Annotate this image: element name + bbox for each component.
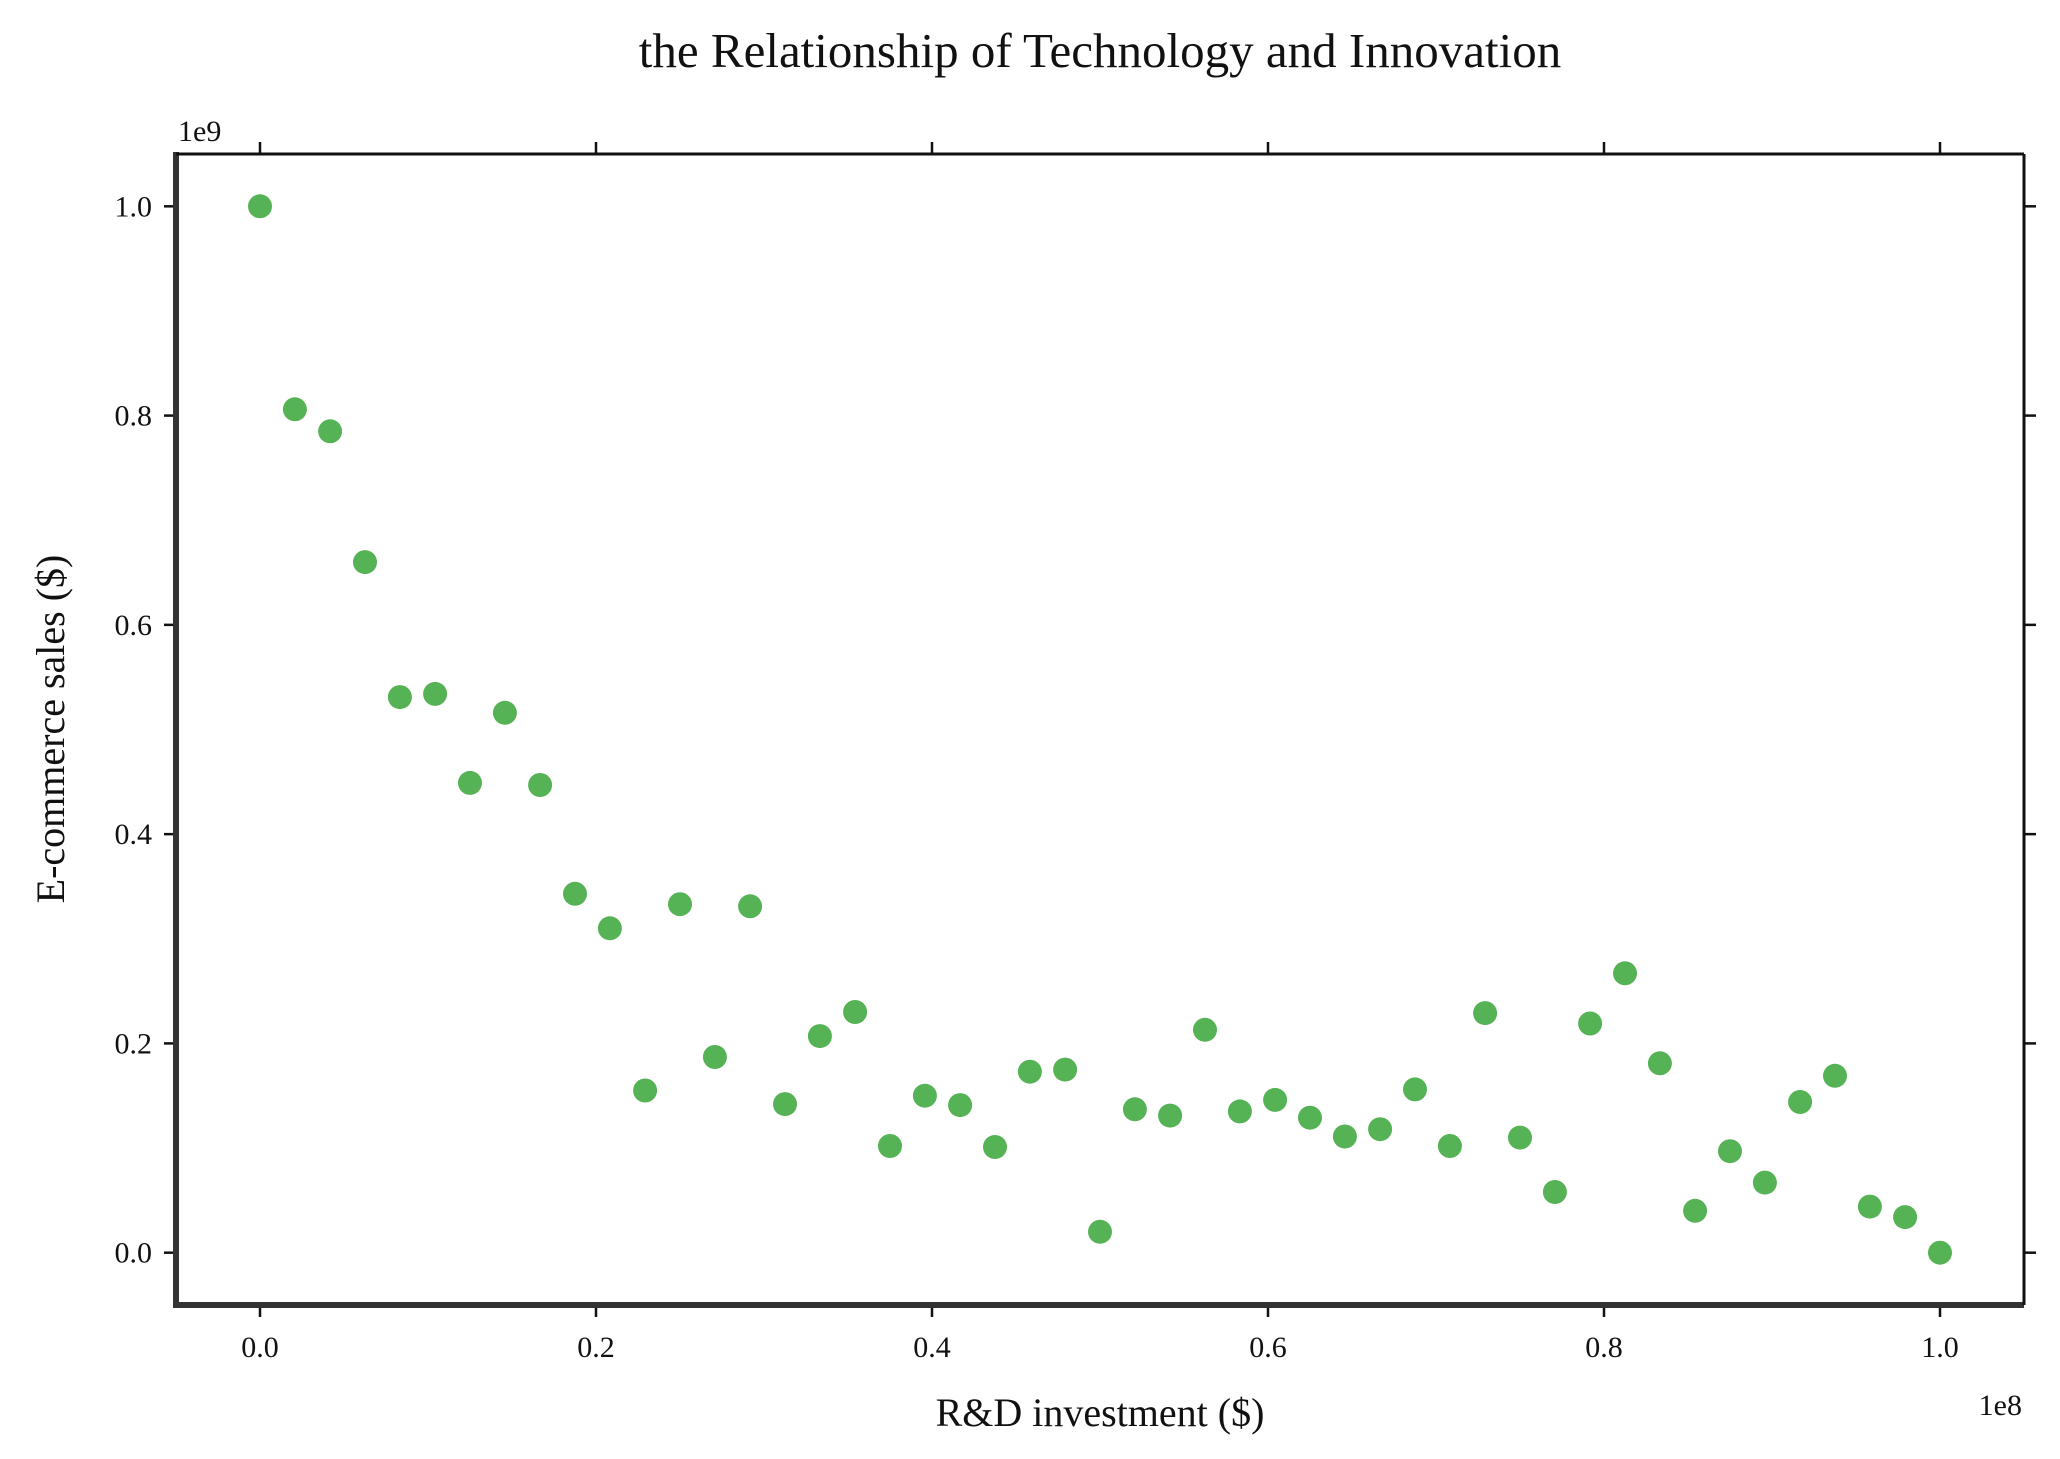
scatter-point bbox=[1823, 1063, 1847, 1088]
scatter-point bbox=[912, 1083, 937, 1108]
scatter-point bbox=[1263, 1087, 1288, 1112]
scatter-point bbox=[1053, 1057, 1078, 1082]
scatter-point bbox=[423, 681, 448, 706]
scatter-point bbox=[1088, 1219, 1112, 1244]
x-tick-label: 0.0 bbox=[241, 1331, 279, 1364]
scatter-point bbox=[248, 194, 272, 219]
scatter-point bbox=[528, 773, 553, 797]
y-tick-label: 1.0 bbox=[115, 190, 153, 223]
x-tick-label: 0.4 bbox=[913, 1331, 951, 1364]
scatter-point bbox=[1718, 1139, 1742, 1164]
x-axis-label: R&D investment ($) bbox=[936, 1390, 1265, 1435]
scatter-point bbox=[807, 1024, 832, 1049]
y-tick-label: 0.2 bbox=[115, 1027, 153, 1060]
scatter-point bbox=[983, 1135, 1007, 1159]
scatter-point bbox=[1193, 1017, 1217, 1042]
scatter-point bbox=[738, 894, 763, 919]
scatter-point bbox=[1368, 1117, 1393, 1142]
scatter-point bbox=[1788, 1090, 1813, 1114]
y-tick-label: 0.0 bbox=[115, 1237, 153, 1270]
scatter-point bbox=[597, 916, 622, 941]
scatter-point bbox=[878, 1134, 902, 1158]
scatter-point bbox=[282, 397, 307, 422]
axis-ticks: 0.0 0.2 0.4 0.6 0.8 1.0 0.0 0.2 0.4 0.6 0.8 1.0 bbox=[115, 142, 2036, 1364]
y-axis-label: E-commerce sales ($) bbox=[28, 555, 73, 904]
scatter-point bbox=[353, 550, 377, 575]
y-axis-offset-text: 1e9 bbox=[178, 115, 221, 148]
scatter-point bbox=[1508, 1125, 1532, 1150]
scatter-point bbox=[1403, 1077, 1427, 1102]
scatter-point bbox=[1542, 1180, 1567, 1204]
scatter-point bbox=[1017, 1059, 1042, 1084]
x-tick-label: 0.6 bbox=[1249, 1331, 1287, 1364]
y-tick-label: 0.6 bbox=[115, 609, 153, 642]
scatter-point bbox=[843, 1000, 868, 1024]
scatter-point bbox=[1332, 1124, 1357, 1149]
x-tick-label: 1.0 bbox=[1921, 1331, 1959, 1364]
scatter-point bbox=[948, 1093, 973, 1118]
scatter-point bbox=[1893, 1205, 1918, 1230]
scatter-point bbox=[1928, 1240, 1952, 1265]
scatter-point bbox=[1437, 1134, 1462, 1158]
x-tick-label: 0.2 bbox=[577, 1331, 615, 1364]
scatter-point bbox=[1473, 1001, 1498, 1026]
scatter-point bbox=[1857, 1194, 1882, 1219]
scatter-point bbox=[1613, 961, 1637, 986]
scatter-point bbox=[458, 770, 482, 795]
scatter-point bbox=[387, 685, 412, 710]
scatter-point bbox=[1752, 1170, 1777, 1195]
x-axis-offset-text: 1e8 bbox=[1979, 1389, 2022, 1422]
chart-title: the Relationship of Technology and Innov… bbox=[639, 23, 1561, 78]
scatter-point bbox=[773, 1092, 797, 1117]
scatter-point bbox=[633, 1078, 658, 1103]
scatter-point bbox=[1122, 1097, 1147, 1122]
scatter-point bbox=[492, 700, 517, 725]
scatter-point bbox=[1683, 1198, 1708, 1223]
y-tick-label: 0.4 bbox=[115, 818, 153, 851]
scatter-point bbox=[1227, 1099, 1252, 1124]
scatter-point bbox=[318, 419, 343, 444]
scatter-point bbox=[1158, 1103, 1183, 1128]
scatter-point bbox=[563, 881, 587, 906]
scatter-point bbox=[1578, 1011, 1603, 1036]
data-points bbox=[248, 194, 1952, 1265]
x-tick-label: 0.8 bbox=[1585, 1331, 1623, 1364]
y-tick-label: 0.8 bbox=[115, 400, 153, 433]
scatter-point bbox=[702, 1045, 727, 1069]
scatter-point bbox=[1298, 1105, 1322, 1130]
scatter-point bbox=[668, 892, 692, 917]
scatter-point bbox=[1647, 1051, 1672, 1076]
